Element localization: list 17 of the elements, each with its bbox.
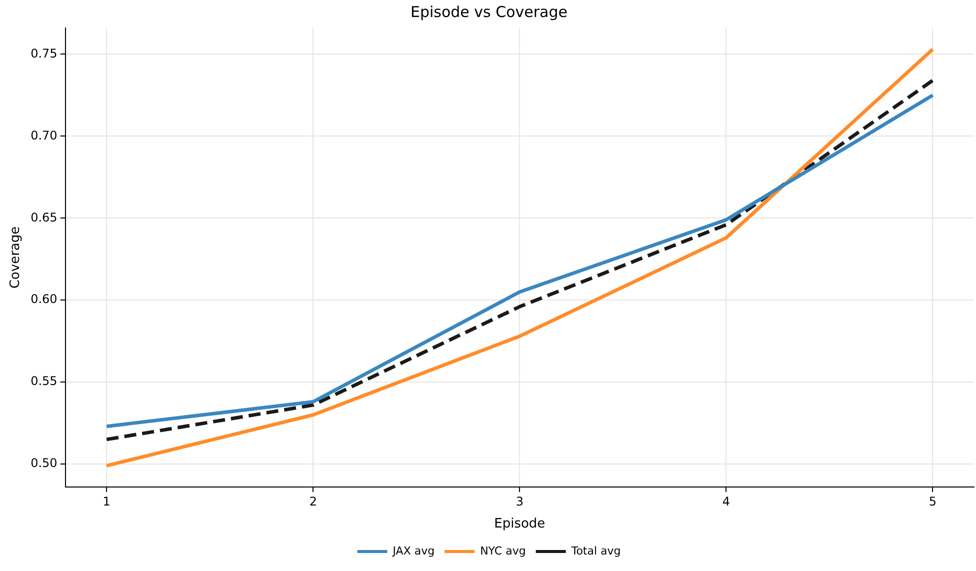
y-tick-label: 0.70 bbox=[30, 128, 58, 142]
legend-label: Total avg bbox=[570, 544, 621, 558]
x-tick-label: 1 bbox=[102, 494, 110, 508]
x-tick-label: 2 bbox=[309, 494, 317, 508]
y-tick-label: 0.50 bbox=[30, 456, 58, 470]
x-tick-label: 4 bbox=[722, 494, 730, 508]
y-axis-title: Coverage bbox=[8, 226, 24, 289]
x-tick-label: 3 bbox=[516, 494, 524, 508]
chart-title: Episode vs Coverage bbox=[410, 2, 568, 21]
x-tick-label: 5 bbox=[928, 494, 937, 508]
legend-label: NYC avg bbox=[480, 544, 526, 558]
y-tick-label: 0.65 bbox=[30, 210, 58, 224]
x-axis-title: Episode bbox=[494, 516, 546, 532]
y-tick-label: 0.75 bbox=[30, 46, 58, 60]
y-tick-label: 0.60 bbox=[30, 292, 58, 306]
legend-label: JAX avg bbox=[392, 544, 435, 558]
y-tick-label: 0.55 bbox=[30, 374, 58, 388]
